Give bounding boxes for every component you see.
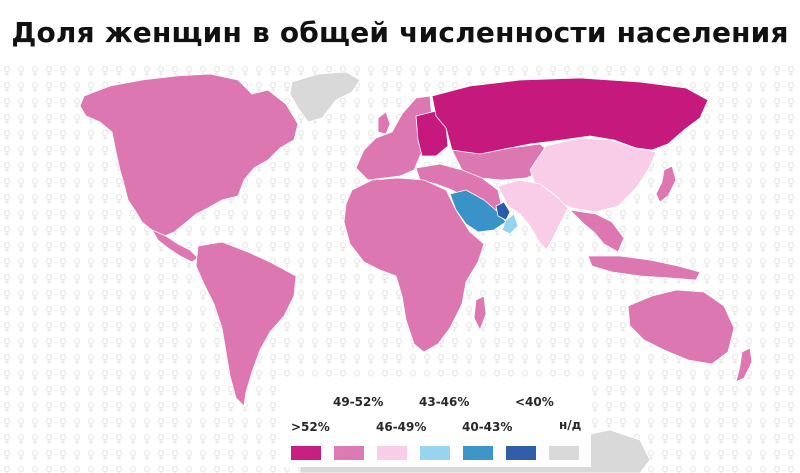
- legend-swatch-2: [334, 446, 364, 460]
- legend-label-6: <40%: [515, 395, 554, 409]
- legend-label-4: 43-46%: [419, 395, 470, 409]
- region-uk: [377, 111, 391, 135]
- legend-label-5: 40-43%: [462, 420, 513, 434]
- legend-swatch-6: [506, 446, 536, 460]
- region-madagascar: [473, 295, 487, 331]
- region-saudi-arabia: [449, 189, 507, 233]
- region-indonesia: [587, 255, 701, 281]
- legend-swatch-4: [420, 446, 450, 460]
- region-south-america: [195, 241, 297, 407]
- region-greenland: [289, 71, 361, 123]
- region-india: [497, 179, 569, 251]
- legend: >52% 49-52% 46-49% 43-46% 40-43% <40% н/…: [279, 377, 591, 467]
- region-uae-qatar: [495, 201, 511, 221]
- region-australia: [627, 289, 735, 365]
- region-southeast-asia: [569, 209, 625, 253]
- legend-label-2: 49-52%: [333, 395, 384, 409]
- region-oman: [501, 213, 519, 235]
- region-new-zealand: [735, 347, 753, 383]
- region-africa: [343, 177, 485, 353]
- region-central-america: [151, 229, 199, 263]
- region-north-america: [79, 73, 299, 239]
- legend-swatch-1: [291, 446, 321, 460]
- legend-label-1: >52%: [291, 420, 330, 434]
- region-japan: [655, 165, 677, 203]
- legend-label-7: н/д: [559, 418, 582, 432]
- legend-label-3: 46-49%: [376, 420, 427, 434]
- legend-swatch-3: [377, 446, 407, 460]
- legend-swatch-5: [463, 446, 493, 460]
- legend-swatch-7: [549, 446, 579, 460]
- map-title: Доля женщин в общей численности населени…: [11, 16, 789, 49]
